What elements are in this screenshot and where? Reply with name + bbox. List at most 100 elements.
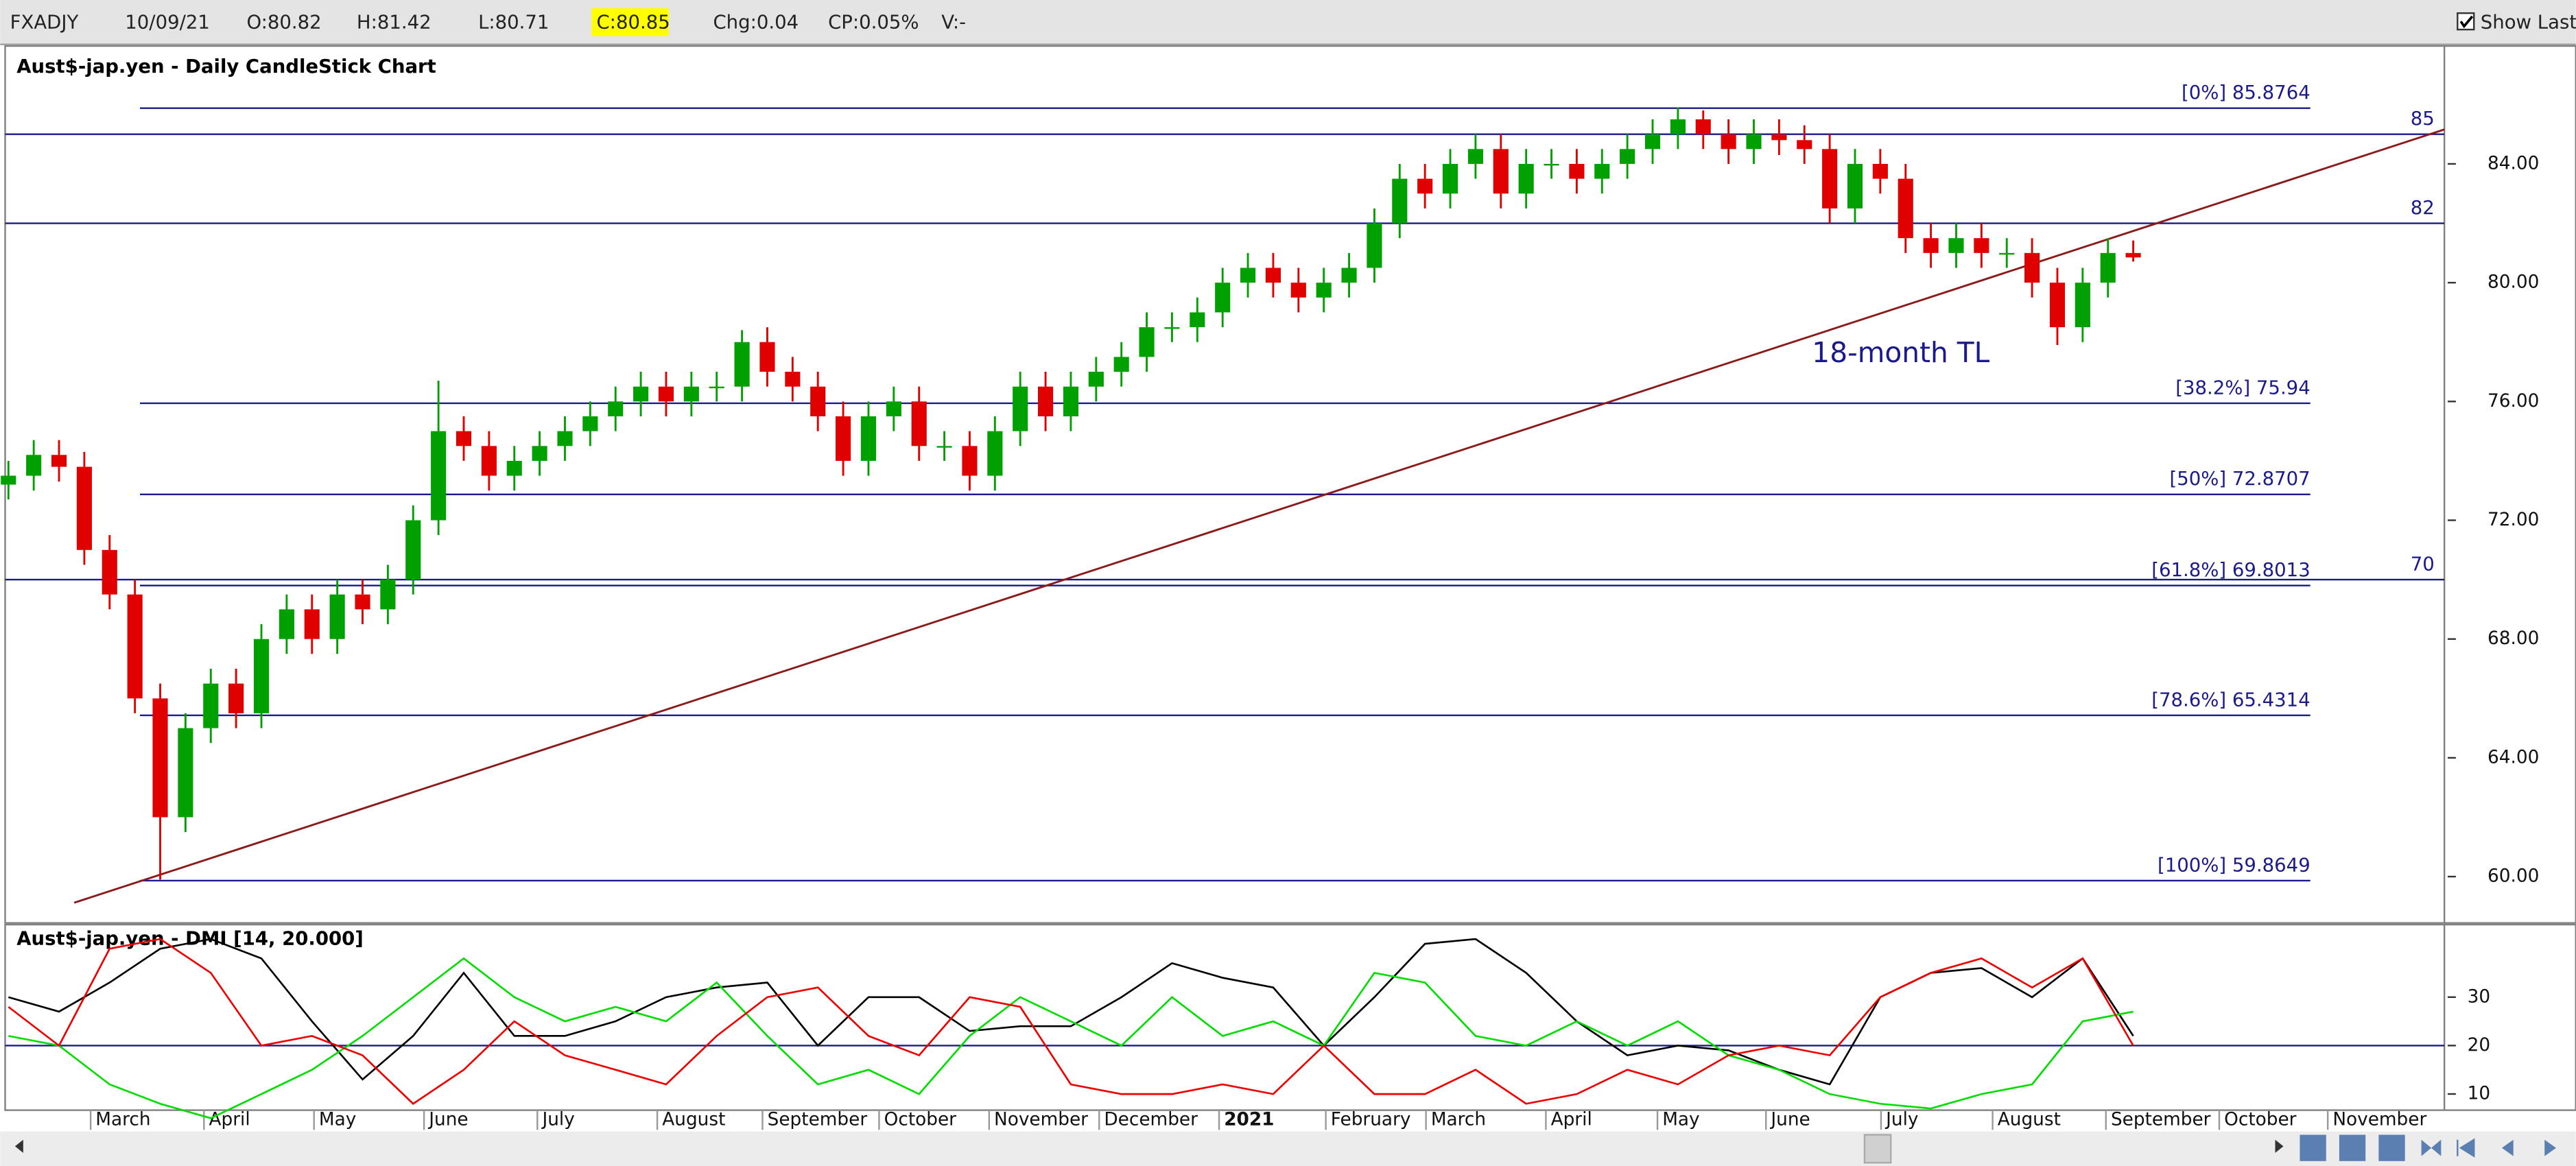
candle-body xyxy=(329,594,345,639)
fib-label: [50%] 72.8707 xyxy=(2170,468,2311,490)
y-tick-label: 20 xyxy=(2468,1035,2491,1056)
horizontal-line-label: 82 xyxy=(2411,197,2435,219)
candle-body xyxy=(1923,238,1939,253)
candle-body xyxy=(1316,283,1332,298)
candle-body xyxy=(1088,372,1104,387)
candle-body xyxy=(785,372,801,387)
symbol: FXADJY xyxy=(10,12,79,34)
annotation: 18-month TL xyxy=(1812,336,1989,369)
candle-body xyxy=(1493,149,1509,194)
header-bar xyxy=(0,0,2576,45)
candle-body xyxy=(76,466,92,550)
candle-body xyxy=(886,401,901,416)
open: O:80.82 xyxy=(246,12,321,34)
candle-body xyxy=(1644,134,1661,150)
x-tick-label: 2021 xyxy=(1224,1109,1274,1130)
y-tick-label: 80.00 xyxy=(2488,272,2539,293)
x-tick-label: March xyxy=(1431,1109,1486,1130)
scroll-left[interactable] xyxy=(14,1139,23,1153)
candle-body xyxy=(836,416,851,461)
x-tick-label: October xyxy=(2224,1109,2297,1130)
y-tick-label: 68.00 xyxy=(2488,628,2539,649)
show-last-label[interactable]: Show Last xyxy=(2481,12,2576,34)
candle-body xyxy=(1620,149,1635,164)
price-title: Aust$-jap.yen - Daily CandleStick Chart xyxy=(16,56,436,78)
candle-body xyxy=(1442,163,1458,194)
candle-body xyxy=(1392,178,1408,224)
candle-body xyxy=(51,455,67,467)
candle-body xyxy=(1948,238,1964,253)
candle-body xyxy=(759,342,775,372)
candle-body xyxy=(1670,119,1686,134)
zoom-button[interactable] xyxy=(2421,1139,2442,1156)
y-tick-label: 64.00 xyxy=(2488,747,2539,768)
candle-body xyxy=(1518,163,1534,194)
tool-button[interactable] xyxy=(2300,1134,2326,1161)
first-button[interactable] xyxy=(2457,1138,2475,1158)
x-tick-label: March xyxy=(95,1109,150,1130)
candle-body xyxy=(26,455,42,476)
x-tick-label: July xyxy=(1884,1109,1918,1130)
candle-body xyxy=(228,683,244,713)
candle-body xyxy=(1,475,16,485)
candle-body xyxy=(1139,327,1155,357)
x-tick-label: April xyxy=(1551,1109,1592,1130)
candle-body xyxy=(1215,283,1231,313)
candle-body xyxy=(987,431,1003,476)
scroll-right[interactable] xyxy=(2275,1139,2284,1153)
x-tick-label: July xyxy=(541,1109,574,1130)
candle-body xyxy=(962,446,978,476)
candle-body xyxy=(1797,140,1812,150)
candle-body xyxy=(658,386,674,402)
close: C:80.85 xyxy=(596,12,670,34)
candle-body xyxy=(1164,327,1180,329)
x-tick-label: April xyxy=(209,1109,250,1130)
candle-body xyxy=(1190,312,1205,328)
candle-body xyxy=(1467,149,1483,164)
x-tick-label: November xyxy=(2332,1109,2426,1130)
x-tick-label: September xyxy=(768,1109,868,1130)
x-tick-label: November xyxy=(994,1109,1088,1130)
candle-body xyxy=(633,386,649,402)
candle-body xyxy=(582,416,598,431)
high: H:81.42 xyxy=(357,12,432,34)
candle-body xyxy=(1544,163,1559,166)
candle-body xyxy=(1417,178,1433,194)
tool-button[interactable] xyxy=(2339,1134,2366,1161)
x-tick-label: September xyxy=(2111,1109,2211,1130)
candle-body xyxy=(1290,283,1306,298)
scrollbar[interactable] xyxy=(0,1131,2576,1166)
low: L:80.71 xyxy=(478,12,549,34)
candle-body xyxy=(1265,267,1281,283)
candle-body xyxy=(2075,283,2090,328)
x-tick-label: February xyxy=(1331,1109,1411,1130)
fib-label: [78.6%] 65.4314 xyxy=(2151,689,2310,711)
trendline xyxy=(73,128,2445,904)
tool-button[interactable] xyxy=(2378,1134,2405,1161)
scroll-thumb[interactable] xyxy=(1863,1134,1892,1164)
candle-body xyxy=(203,683,219,728)
candle-body xyxy=(355,594,370,610)
candle-body xyxy=(683,386,699,402)
x-tick-label: June xyxy=(427,1109,468,1130)
candle-body xyxy=(1872,163,1888,179)
candle-body xyxy=(1999,252,2015,255)
candle-body xyxy=(1240,267,1256,283)
candle-body xyxy=(532,446,547,461)
candle-body xyxy=(734,342,750,387)
candle-body xyxy=(936,446,952,448)
show-last-checkbox[interactable] xyxy=(2457,12,2475,31)
horizontal-line-label: 85 xyxy=(2411,108,2435,130)
candle-body xyxy=(860,416,877,461)
candle-body xyxy=(431,431,447,521)
y-tick-label: 84.00 xyxy=(2488,153,2539,174)
candle-body xyxy=(127,594,143,699)
dmi-title: Aust$-jap.yen - DMI [14, 20.000] xyxy=(16,928,364,950)
next-button[interactable] xyxy=(2544,1139,2556,1156)
candle-body xyxy=(1898,178,1913,239)
prev-button[interactable] xyxy=(2501,1139,2514,1156)
dmi-line xyxy=(8,938,2134,1105)
y-tick-label: 10 xyxy=(2468,1084,2491,1104)
candle-body xyxy=(1113,357,1129,372)
